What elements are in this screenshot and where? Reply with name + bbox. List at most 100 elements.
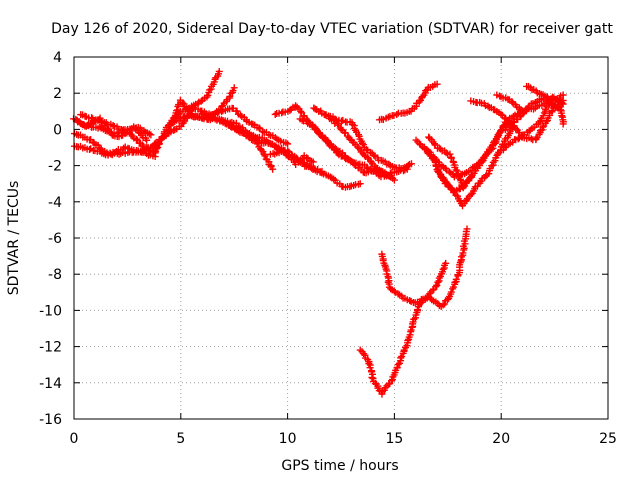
data-point xyxy=(366,364,374,372)
data-point xyxy=(393,110,401,118)
series-pass-28 xyxy=(378,225,471,311)
data-point xyxy=(494,131,502,139)
series-pass-17 xyxy=(376,80,441,124)
data-point xyxy=(526,126,534,134)
data-point xyxy=(337,125,345,133)
data-point xyxy=(177,122,185,130)
data-point xyxy=(215,67,223,75)
data-point xyxy=(394,361,402,369)
data-point xyxy=(140,127,148,135)
data-point xyxy=(309,158,317,166)
data-point xyxy=(404,337,412,345)
data-point xyxy=(452,275,460,283)
data-point xyxy=(397,354,405,362)
data-point xyxy=(233,125,241,133)
data-point xyxy=(143,136,151,144)
data-point xyxy=(360,350,368,358)
data-point xyxy=(109,122,117,130)
y-tick-label--12: -12 xyxy=(39,340,62,356)
data-point xyxy=(230,84,238,92)
data-point xyxy=(346,183,354,191)
data-point xyxy=(269,165,277,173)
data-point xyxy=(447,288,455,296)
data-point xyxy=(176,114,184,122)
data-point xyxy=(86,145,94,153)
data-point xyxy=(173,107,181,115)
data-point xyxy=(497,127,505,135)
series-pass-26 xyxy=(523,82,567,104)
data-point xyxy=(434,278,442,286)
y-tick-label--2: -2 xyxy=(48,159,62,175)
data-point xyxy=(559,100,567,108)
series-pass-16 xyxy=(322,111,415,172)
data-point xyxy=(467,172,475,180)
data-point xyxy=(398,353,406,361)
data-point xyxy=(439,265,447,273)
data-point xyxy=(558,112,566,120)
data-point xyxy=(501,143,509,151)
data-point xyxy=(358,139,366,147)
data-point xyxy=(147,131,155,139)
data-point xyxy=(89,115,97,123)
data-point xyxy=(418,93,426,101)
data-point xyxy=(385,160,393,168)
x-tick-label-0: 0 xyxy=(70,431,79,447)
data-point xyxy=(432,283,440,291)
y-axis-label: SDTVAR / TECUs xyxy=(6,181,22,296)
data-point xyxy=(388,377,396,385)
data-point xyxy=(442,149,450,157)
x-tick-label-15: 15 xyxy=(385,431,403,447)
data-point xyxy=(228,123,236,131)
chart-title: Day 126 of 2020, Sidereal Day-to-day VTE… xyxy=(51,21,613,37)
data-point xyxy=(255,124,263,132)
data-point xyxy=(218,108,226,116)
data-point xyxy=(368,374,376,382)
data-point xyxy=(206,86,214,94)
data-point xyxy=(439,301,447,309)
data-point xyxy=(490,138,498,146)
data-point xyxy=(331,115,339,123)
data-point xyxy=(370,151,378,159)
data-point xyxy=(467,191,475,199)
data-point xyxy=(390,287,398,295)
data-point xyxy=(179,99,187,107)
data-point xyxy=(298,116,306,124)
data-point xyxy=(519,110,527,118)
data-point xyxy=(478,158,486,166)
data-point xyxy=(214,109,222,117)
data-point xyxy=(426,151,434,159)
data-point xyxy=(532,135,540,143)
data-point xyxy=(447,185,455,193)
y-tick-label-0: 0 xyxy=(53,122,62,138)
data-point xyxy=(257,146,265,154)
data-point xyxy=(270,142,278,150)
data-point xyxy=(145,130,153,138)
data-point xyxy=(284,140,292,148)
data-point xyxy=(559,91,567,99)
tick-labels: 0 5 10 15 20 25 -16 -14 -12 -10 -8 -6 -4 -2 0 2 4 xyxy=(39,50,617,447)
data-point xyxy=(514,135,522,143)
x-tick-label-5: 5 xyxy=(176,431,185,447)
data-point xyxy=(356,180,364,188)
y-tick-label--6: -6 xyxy=(48,231,62,247)
y-tick-label-2: 2 xyxy=(53,86,62,102)
data-point xyxy=(508,98,516,106)
data-point xyxy=(237,111,245,119)
data-point xyxy=(346,156,354,164)
series-pass-05 xyxy=(77,111,155,139)
x-tick-label-25: 25 xyxy=(599,431,617,447)
data-point xyxy=(186,111,194,119)
data-point xyxy=(390,176,398,184)
data-point xyxy=(463,196,471,204)
data-point xyxy=(279,147,287,155)
series-pass-08 xyxy=(160,104,292,148)
data-point xyxy=(466,174,474,182)
data-point xyxy=(153,145,161,153)
data-point xyxy=(141,146,149,154)
data-point xyxy=(559,120,567,128)
data-point xyxy=(363,163,371,171)
data-point xyxy=(385,172,393,180)
data-point xyxy=(354,143,362,151)
